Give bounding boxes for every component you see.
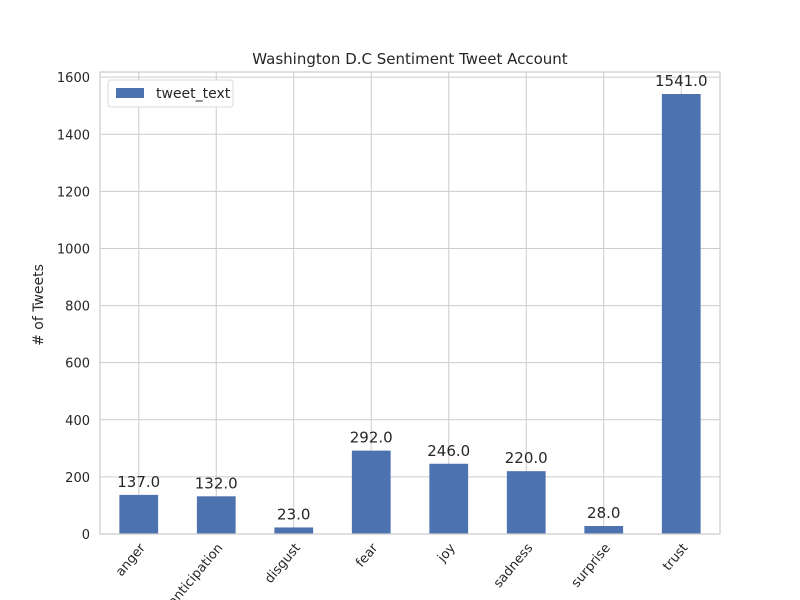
value-label-surprise: 28.0 (587, 504, 620, 522)
legend: tweet_text (107, 79, 234, 108)
bar-anticipation (196, 496, 236, 534)
bar-trust (661, 94, 701, 534)
y-tick-label: 1200 (57, 185, 90, 200)
x-tick-label-trust: trust (660, 541, 691, 574)
grid-lines (100, 72, 720, 535)
bar-anger (119, 494, 159, 534)
legend-box (107, 79, 234, 108)
y-tick-label: 400 (65, 414, 90, 429)
y-tick-label: 600 (65, 357, 90, 372)
legend-swatch (116, 88, 144, 98)
y-axis-label: # of Tweets (31, 264, 47, 346)
plot-frame (99, 71, 721, 535)
bar-joy (429, 463, 469, 534)
value-label-disgust: 23.0 (277, 505, 310, 523)
x-tick-label-joy: joy (434, 541, 459, 566)
y-tick-label: 200 (65, 471, 90, 486)
y-tick-label: 800 (65, 300, 90, 315)
y-tick-label: 1400 (57, 128, 90, 143)
bar-surprise (584, 526, 624, 534)
value-label-joy: 246.0 (427, 442, 470, 460)
bar-disgust (274, 527, 314, 534)
x-tick-label-anticipation: anticipation (165, 541, 226, 600)
bar-sadness (506, 471, 546, 534)
value-label-fear: 292.0 (350, 429, 393, 447)
y-tick-label: 1000 (57, 242, 90, 257)
x-tick-label-disgust: disgust (262, 541, 304, 587)
y-tick-label: 0 (82, 528, 90, 543)
y-axis-ticks: 0 200 400 600 800 1000 1200 1400 1600 (57, 71, 90, 543)
x-tick-label-sadness: sadness (491, 541, 537, 591)
legend-entry: tweet_text (156, 86, 231, 102)
value-label-anger: 137.0 (117, 473, 160, 491)
bar-fear (351, 450, 391, 534)
value-label-sadness: 220.0 (505, 449, 548, 467)
bars-group (119, 94, 701, 534)
value-labels-group: 137.0 132.0 23.0 292.0 246.0 220.0 28.0 1541.0 (117, 72, 707, 523)
value-label-anticipation: 132.0 (195, 474, 238, 492)
value-label-trust: 1541.0 (655, 72, 708, 90)
y-tick-label: 1600 (57, 71, 90, 86)
x-axis-ticks: anger anticipation disgust fear joy sadness su… (113, 540, 691, 600)
chart-title: Washington D.C Sentiment Tweet Account (252, 50, 568, 68)
x-tick-label-anger: anger (113, 540, 149, 579)
x-tick-label-surprise: surprise (569, 541, 614, 591)
x-tick-label-fear: fear (353, 540, 382, 570)
